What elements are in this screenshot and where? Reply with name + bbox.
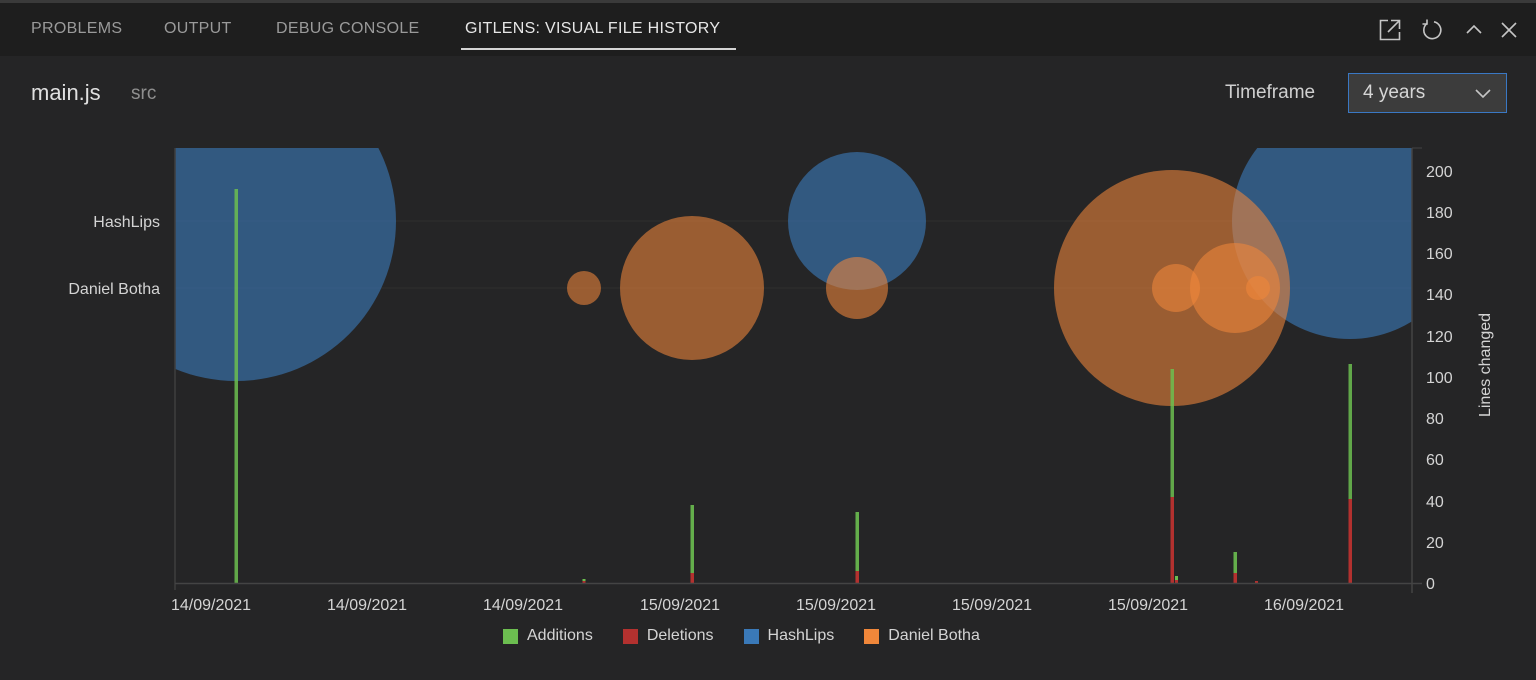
tab-output[interactable]: OUTPUT [164, 20, 232, 37]
y-tick-label: 100 [1426, 370, 1453, 387]
y-tick-label: 20 [1426, 535, 1444, 552]
bar-additions[interactable] [690, 505, 695, 573]
author-label-daniel-botha: Daniel Botha [68, 281, 160, 298]
bar-deletions[interactable] [582, 581, 586, 583]
x-tick-label: 14/09/2021 [483, 597, 563, 614]
bubble-daniel-botha[interactable] [1190, 243, 1280, 333]
panel-tab-bar: PROBLEMS OUTPUT DEBUG CONSOLE GITLENS: V… [0, 3, 1536, 56]
tab-problems[interactable]: PROBLEMS [31, 20, 123, 37]
open-in-editor-button[interactable] [1377, 17, 1403, 43]
file-history-chart: HashLips Daniel Botha [68, 61, 1494, 614]
bar-additions[interactable] [1175, 576, 1178, 580]
legend-item-additions[interactable]: Additions [503, 627, 593, 645]
bar-additions[interactable] [1233, 552, 1238, 573]
file-name: main.js [31, 80, 101, 105]
y-axis-ticks: 200 180 160 140 120 100 80 60 40 20 0 [1426, 164, 1453, 593]
tab-gitlens-visual-file-history[interactable]: GITLENS: VISUAL FILE HISTORY [465, 20, 721, 37]
bubble-daniel-botha[interactable] [620, 216, 764, 360]
window-top-border [0, 0, 1536, 3]
legend-label: HashLips [767, 627, 835, 644]
bubble-daniel-botha[interactable] [567, 271, 601, 305]
legend-swatch-daniel-botha [864, 628, 880, 644]
close-panel-button[interactable] [1496, 17, 1522, 43]
legend-label: Deletions [646, 627, 714, 644]
legend-item-deletions[interactable]: Deletions [622, 627, 714, 645]
legend-swatch-deletions [622, 628, 638, 644]
bar-additions[interactable] [582, 579, 586, 581]
bubble-daniel-botha[interactable] [1246, 276, 1270, 300]
legend-label: Additions [527, 627, 593, 644]
chevron-down-icon [1475, 89, 1491, 99]
file-folder: src [131, 83, 157, 104]
bubble-hashlips[interactable] [788, 152, 926, 290]
x-tick-label: 15/09/2021 [796, 597, 876, 614]
bubble-hashlips[interactable] [76, 61, 396, 381]
y-tick-label: 40 [1426, 494, 1444, 511]
timeframe-label: Timeframe [1225, 82, 1316, 103]
x-tick-label: 14/09/2021 [327, 597, 407, 614]
y-tick-label: 0 [1426, 576, 1435, 593]
bar-additions[interactable] [1348, 364, 1353, 499]
y-tick-label: 80 [1426, 411, 1444, 428]
y-tick-label: 160 [1426, 246, 1453, 263]
y-tick-label: 200 [1426, 164, 1453, 181]
bubble-daniel-botha[interactable] [826, 257, 888, 319]
legend-swatch-hashlips [743, 628, 759, 644]
bar-deletions[interactable] [855, 571, 860, 583]
y-tick-label: 140 [1426, 287, 1453, 304]
timeframe-dropdown[interactable]: 4 years [1348, 73, 1507, 113]
legend-swatch-additions [503, 628, 518, 644]
x-tick-label: 16/09/2021 [1264, 597, 1344, 614]
bar-additions[interactable] [234, 189, 239, 583]
timeframe-value: 4 years [1363, 82, 1426, 103]
bar-deletions[interactable] [1175, 580, 1178, 583]
chart-legend: Additions Deletions HashLips Daniel Both… [503, 627, 1010, 645]
bar-additions[interactable] [1170, 369, 1175, 497]
legend-item-hashlips[interactable]: HashLips [743, 627, 835, 645]
bar-deletions[interactable] [1255, 581, 1258, 583]
bar-additions[interactable] [855, 512, 860, 571]
tab-debug-console[interactable]: DEBUG CONSOLE [276, 20, 420, 37]
external-link-icon [1379, 19, 1401, 41]
refresh-button[interactable] [1419, 17, 1445, 43]
refresh-icon [1422, 19, 1442, 40]
x-tick-label: 14/09/2021 [171, 597, 251, 614]
legend-item-daniel-botha[interactable]: Daniel Botha [864, 627, 980, 645]
visual-file-history-view: main.js src Timeframe 4 years HashLips D… [0, 56, 1536, 680]
y-tick-label: 120 [1426, 329, 1453, 346]
bar-deletions[interactable] [1348, 499, 1353, 583]
y-axis-title: Lines changed [1477, 313, 1494, 417]
active-tab-indicator [461, 48, 736, 50]
legend-label: Daniel Botha [888, 627, 980, 644]
bubbles [76, 61, 1412, 406]
bars [234, 189, 1353, 583]
y-tick-label: 60 [1426, 452, 1444, 469]
bubble-daniel-botha[interactable] [1152, 264, 1200, 312]
bar-deletions[interactable] [1233, 573, 1238, 583]
maximize-panel-button[interactable] [1461, 17, 1487, 43]
x-tick-label: 15/09/2021 [1108, 597, 1188, 614]
y-tick-label: 180 [1426, 205, 1453, 222]
chevron-up-icon [1466, 24, 1482, 34]
bar-deletions[interactable] [1170, 497, 1175, 583]
bar-deletions[interactable] [690, 573, 695, 583]
x-axis-ticks: 14/09/2021 14/09/2021 14/09/2021 15/09/2… [171, 597, 1344, 614]
x-tick-label: 15/09/2021 [640, 597, 720, 614]
x-tick-label: 15/09/2021 [952, 597, 1032, 614]
author-label-hashlips: HashLips [93, 214, 160, 231]
close-icon [1501, 22, 1517, 38]
